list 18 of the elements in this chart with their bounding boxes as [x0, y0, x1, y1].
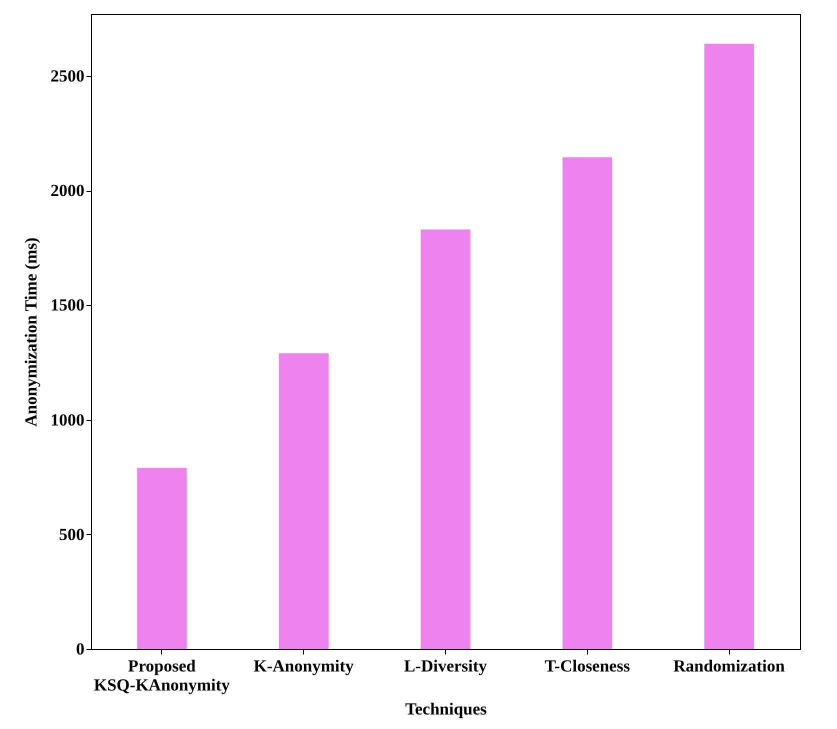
y-tick-label: 0 — [76, 640, 84, 658]
x-axis-title: Techniques — [405, 700, 488, 718]
bar — [420, 229, 470, 649]
y-tick-label: 2000 — [50, 181, 84, 200]
x-tick-label: T-Closeness — [544, 656, 630, 676]
x-tick-label: Randomization — [673, 656, 786, 676]
bar — [704, 44, 754, 649]
bar — [137, 468, 187, 649]
y-tick-label: 1000 — [50, 410, 84, 430]
bar — [278, 353, 329, 649]
y-tick-label: 2500 — [50, 66, 84, 86]
x-tick-label: Proposed KSQ-KAnonymity — [94, 656, 230, 694]
y-axis-title: Anonymization Time (ms) — [22, 237, 40, 427]
bar — [562, 157, 612, 649]
y-tick-label: 1500 — [50, 296, 84, 315]
x-tick-label: L-Diversity — [404, 656, 488, 676]
x-tick-label: K-Anonymity — [254, 656, 354, 676]
y-tick-label: 500 — [59, 524, 84, 544]
